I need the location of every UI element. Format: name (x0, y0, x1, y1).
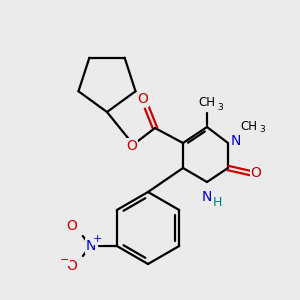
Text: N: N (202, 190, 212, 204)
Text: O: O (66, 259, 77, 273)
Text: O: O (250, 166, 261, 180)
Text: CH: CH (199, 97, 215, 110)
Text: H: H (212, 196, 222, 208)
Text: N: N (85, 239, 96, 253)
Text: N: N (231, 134, 241, 148)
Text: O: O (127, 139, 137, 153)
Text: O: O (66, 219, 77, 233)
Text: 3: 3 (217, 103, 223, 112)
Text: O: O (138, 92, 148, 106)
Text: 3: 3 (259, 125, 265, 134)
Text: CH: CH (241, 121, 257, 134)
Text: +: + (93, 234, 103, 244)
Text: −: − (60, 255, 70, 265)
